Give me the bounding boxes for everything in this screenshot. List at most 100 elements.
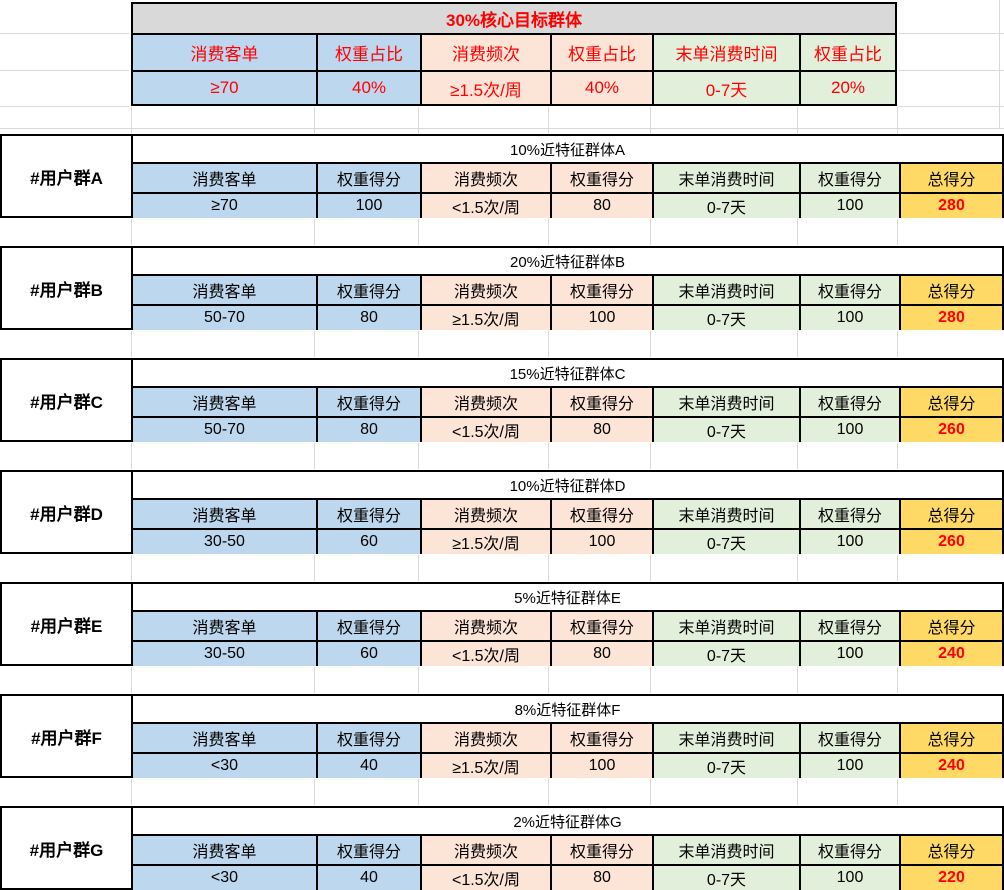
header-cell-weight-score-2[interactable]: 权重得分 bbox=[550, 836, 652, 864]
header-cell-consume-freq[interactable]: 消费频次 bbox=[420, 35, 550, 70]
header-cell-consume-amount[interactable]: 消费客单 bbox=[133, 500, 316, 528]
value-cell-consume-amount[interactable]: 50-70 bbox=[133, 418, 316, 442]
value-cell-total-score[interactable]: 240 bbox=[899, 642, 1002, 666]
header-cell-weight-score-3[interactable]: 权重得分 bbox=[799, 500, 899, 528]
header-cell-total-score[interactable]: 总得分 bbox=[899, 164, 1002, 192]
header-cell-weight-score-3[interactable]: 权重得分 bbox=[799, 724, 899, 752]
value-cell-consume-amount[interactable]: 30-50 bbox=[133, 530, 316, 554]
value-cell-weight-score-3[interactable]: 100 bbox=[799, 754, 899, 778]
value-cell-total-score[interactable]: 280 bbox=[899, 306, 1002, 330]
value-cell-weight-score-1[interactable]: 60 bbox=[316, 530, 420, 554]
header-cell-last-order-time[interactable]: 末单消费时间 bbox=[652, 836, 799, 864]
group-label-cell[interactable]: #用户群B bbox=[0, 246, 131, 330]
value-cell-last-order-time[interactable]: 0-7天 bbox=[652, 306, 799, 330]
header-cell-weight-score-1[interactable]: 权重得分 bbox=[316, 612, 420, 640]
core-target-title-cell[interactable]: 30%核心目标群体 bbox=[133, 4, 895, 33]
group-label-cell[interactable]: #用户群F bbox=[0, 694, 131, 778]
value-cell-last-order-time[interactable]: 0-7天 bbox=[652, 530, 799, 554]
value-cell-last-order-time[interactable]: 0-7天 bbox=[652, 754, 799, 778]
value-cell-weight-ratio-1[interactable]: 40% bbox=[316, 72, 420, 104]
value-cell-last-order-time[interactable]: 0-7天 bbox=[652, 194, 799, 218]
group-title-cell[interactable]: 15%近特征群体C bbox=[509, 365, 626, 383]
header-cell-weight-score-3[interactable]: 权重得分 bbox=[799, 836, 899, 864]
value-cell-total-score[interactable]: 280 bbox=[899, 194, 1002, 218]
header-cell-weight-score-1[interactable]: 权重得分 bbox=[316, 388, 420, 416]
value-cell-weight-score-1[interactable]: 80 bbox=[316, 306, 420, 330]
header-cell-weight-score-2[interactable]: 权重得分 bbox=[550, 276, 652, 304]
header-cell-weight-score-1[interactable]: 权重得分 bbox=[316, 500, 420, 528]
header-cell-weight-score-1[interactable]: 权重得分 bbox=[316, 724, 420, 752]
header-cell-consume-amount[interactable]: 消费客单 bbox=[133, 612, 316, 640]
header-cell-weight-score-1[interactable]: 权重得分 bbox=[316, 164, 420, 192]
header-cell-weight-score-2[interactable]: 权重得分 bbox=[550, 612, 652, 640]
header-cell-last-order-time[interactable]: 末单消费时间 bbox=[652, 724, 799, 752]
header-cell-last-order-time[interactable]: 末单消费时间 bbox=[652, 164, 799, 192]
value-cell-weight-score-3[interactable]: 100 bbox=[799, 866, 899, 890]
header-cell-weight-ratio-2[interactable]: 权重占比 bbox=[550, 35, 652, 70]
value-cell-weight-ratio-3[interactable]: 20% bbox=[799, 72, 895, 104]
header-cell-consume-freq[interactable]: 消费频次 bbox=[420, 612, 550, 640]
header-cell-consume-freq[interactable]: 消费频次 bbox=[420, 724, 550, 752]
value-cell-weight-score-2[interactable]: 100 bbox=[550, 754, 652, 778]
header-cell-weight-score-2[interactable]: 权重得分 bbox=[550, 500, 652, 528]
value-cell-total-score[interactable]: 260 bbox=[899, 530, 1002, 554]
group-label-cell[interactable]: #用户群A bbox=[0, 134, 131, 218]
value-cell-weight-score-1[interactable]: 40 bbox=[316, 866, 420, 890]
value-cell-consume-amount[interactable]: 50-70 bbox=[133, 306, 316, 330]
header-cell-consume-freq[interactable]: 消费频次 bbox=[420, 500, 550, 528]
header-cell-weight-score-3[interactable]: 权重得分 bbox=[799, 276, 899, 304]
header-cell-weight-ratio-1[interactable]: 权重占比 bbox=[316, 35, 420, 70]
value-cell-weight-score-2[interactable]: 80 bbox=[550, 642, 652, 666]
header-cell-total-score[interactable]: 总得分 bbox=[899, 388, 1002, 416]
value-cell-consume-freq[interactable]: <1.5次/周 bbox=[420, 866, 550, 890]
header-cell-weight-score-3[interactable]: 权重得分 bbox=[799, 388, 899, 416]
header-cell-weight-ratio-3[interactable]: 权重占比 bbox=[799, 35, 895, 70]
value-cell-last-order-time[interactable]: 0-7天 bbox=[652, 72, 799, 104]
header-cell-weight-score-1[interactable]: 权重得分 bbox=[316, 276, 420, 304]
value-cell-total-score[interactable]: 260 bbox=[899, 418, 1002, 442]
group-label-cell[interactable]: #用户群D bbox=[0, 470, 131, 554]
group-title-cell[interactable]: 5%近特征群体E bbox=[514, 589, 621, 607]
header-cell-last-order-time[interactable]: 末单消费时间 bbox=[652, 276, 799, 304]
group-label-cell[interactable]: #用户群C bbox=[0, 358, 131, 442]
header-cell-total-score[interactable]: 总得分 bbox=[899, 724, 1002, 752]
header-cell-last-order-time[interactable]: 末单消费时间 bbox=[652, 388, 799, 416]
header-cell-consume-freq[interactable]: 消费频次 bbox=[420, 836, 550, 864]
value-cell-weight-score-3[interactable]: 100 bbox=[799, 418, 899, 442]
header-cell-consume-amount[interactable]: 消费客单 bbox=[133, 836, 316, 864]
value-cell-weight-score-2[interactable]: 80 bbox=[550, 418, 652, 442]
header-cell-consume-freq[interactable]: 消费频次 bbox=[420, 388, 550, 416]
header-cell-weight-score-3[interactable]: 权重得分 bbox=[799, 612, 899, 640]
value-cell-weight-ratio-2[interactable]: 40% bbox=[550, 72, 652, 104]
value-cell-weight-score-1[interactable]: 60 bbox=[316, 642, 420, 666]
value-cell-weight-score-3[interactable]: 100 bbox=[799, 530, 899, 554]
group-title-cell[interactable]: 10%近特征群体D bbox=[509, 477, 626, 495]
value-cell-weight-score-2[interactable]: 100 bbox=[550, 530, 652, 554]
header-cell-weight-score-2[interactable]: 权重得分 bbox=[550, 388, 652, 416]
group-title-cell[interactable]: 10%近特征群体A bbox=[509, 141, 626, 159]
value-cell-weight-score-1[interactable]: 40 bbox=[316, 754, 420, 778]
value-cell-last-order-time[interactable]: 0-7天 bbox=[652, 866, 799, 890]
group-label-cell[interactable]: #用户群G bbox=[0, 806, 131, 890]
group-title-cell[interactable]: 20%近特征群体B bbox=[509, 253, 626, 271]
value-cell-last-order-time[interactable]: 0-7天 bbox=[652, 642, 799, 666]
value-cell-consume-amount[interactable]: ≥70 bbox=[133, 194, 316, 218]
header-cell-consume-freq[interactable]: 消费频次 bbox=[420, 164, 550, 192]
header-cell-weight-score-1[interactable]: 权重得分 bbox=[316, 836, 420, 864]
header-cell-consume-amount[interactable]: 消费客单 bbox=[133, 388, 316, 416]
header-cell-total-score[interactable]: 总得分 bbox=[899, 836, 1002, 864]
value-cell-last-order-time[interactable]: 0-7天 bbox=[652, 418, 799, 442]
value-cell-consume-freq[interactable]: <1.5次/周 bbox=[420, 418, 550, 442]
group-label-cell[interactable]: #用户群E bbox=[0, 582, 131, 666]
value-cell-weight-score-2[interactable]: 80 bbox=[550, 866, 652, 890]
value-cell-weight-score-2[interactable]: 80 bbox=[550, 194, 652, 218]
value-cell-weight-score-3[interactable]: 100 bbox=[799, 194, 899, 218]
value-cell-consume-freq[interactable]: <1.5次/周 bbox=[420, 642, 550, 666]
value-cell-consume-freq[interactable]: <1.5次/周 bbox=[420, 194, 550, 218]
header-cell-last-order-time[interactable]: 末单消费时间 bbox=[652, 500, 799, 528]
value-cell-weight-score-3[interactable]: 100 bbox=[799, 642, 899, 666]
header-cell-weight-score-2[interactable]: 权重得分 bbox=[550, 164, 652, 192]
group-title-cell[interactable]: 2%近特征群体G bbox=[513, 813, 622, 831]
value-cell-weight-score-3[interactable]: 100 bbox=[799, 306, 899, 330]
value-cell-consume-amount[interactable]: ≥70 bbox=[133, 72, 316, 104]
